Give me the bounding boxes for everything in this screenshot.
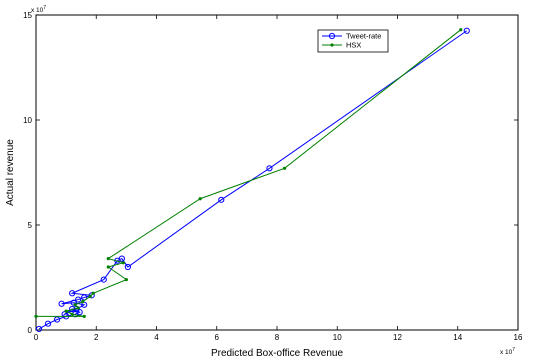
legend-label-tweet-rate: Tweet-rate bbox=[346, 32, 381, 41]
data-point bbox=[81, 300, 85, 304]
y-tick-label: 5 bbox=[28, 221, 33, 230]
data-point bbox=[75, 296, 82, 303]
data-point bbox=[82, 314, 86, 318]
data-point bbox=[35, 325, 43, 333]
data-point bbox=[463, 27, 470, 34]
x-tick-label: 16 bbox=[514, 333, 523, 342]
data-point bbox=[73, 303, 77, 307]
data-point bbox=[100, 276, 107, 283]
legend: Tweet-rate HSX bbox=[317, 29, 389, 53]
data-point bbox=[121, 261, 125, 265]
data-point bbox=[44, 320, 52, 327]
data-point bbox=[88, 294, 92, 298]
x-tick-label: 8 bbox=[275, 333, 280, 342]
x-tick-label: 10 bbox=[333, 333, 342, 342]
x-tick-label: 14 bbox=[453, 333, 462, 342]
series-line bbox=[36, 29, 462, 317]
data-series bbox=[34, 27, 470, 333]
series-hsx bbox=[34, 28, 463, 318]
x-tick-label: 0 bbox=[34, 333, 39, 342]
y-tick-label: 15 bbox=[23, 11, 32, 20]
legend-marker-hsx bbox=[330, 43, 334, 47]
legend-marker-tweet-rate bbox=[328, 32, 336, 40]
data-point bbox=[81, 301, 88, 308]
data-point bbox=[124, 278, 128, 282]
y-axis-label: Actual revenue bbox=[5, 139, 16, 206]
y-axis-exponent: x 107 bbox=[31, 5, 46, 14]
data-point bbox=[76, 306, 80, 310]
y-tick-label: 0 bbox=[28, 326, 33, 335]
data-point bbox=[459, 28, 463, 32]
data-point bbox=[34, 314, 38, 318]
data-point bbox=[106, 257, 110, 261]
y-tick-label: 10 bbox=[23, 116, 32, 125]
data-point bbox=[64, 309, 68, 313]
data-point bbox=[266, 165, 273, 172]
data-point bbox=[282, 166, 287, 170]
data-point bbox=[69, 290, 76, 297]
data-point bbox=[70, 312, 74, 316]
x-tick-label: 2 bbox=[94, 333, 99, 342]
x-axis-exponent: x 107 bbox=[500, 347, 515, 356]
data-point bbox=[124, 263, 131, 271]
data-point bbox=[106, 265, 110, 269]
data-point bbox=[198, 197, 202, 201]
data-point bbox=[53, 316, 61, 323]
axis-ticks: 0 2 4 6 8 10 12 14 16 0 5 10 15 bbox=[23, 11, 523, 342]
x-tick-label: 12 bbox=[393, 333, 402, 342]
x-tick-label: 4 bbox=[154, 333, 159, 342]
data-point bbox=[218, 196, 225, 203]
legend-label-hsx: HSX bbox=[346, 41, 361, 50]
x-tick-label: 6 bbox=[215, 333, 220, 342]
data-point bbox=[58, 300, 65, 307]
plot-area bbox=[35, 14, 519, 331]
data-point bbox=[91, 291, 95, 295]
data-point bbox=[118, 255, 125, 262]
x-axis-label: Predicted Box-office Revenue bbox=[211, 348, 344, 359]
